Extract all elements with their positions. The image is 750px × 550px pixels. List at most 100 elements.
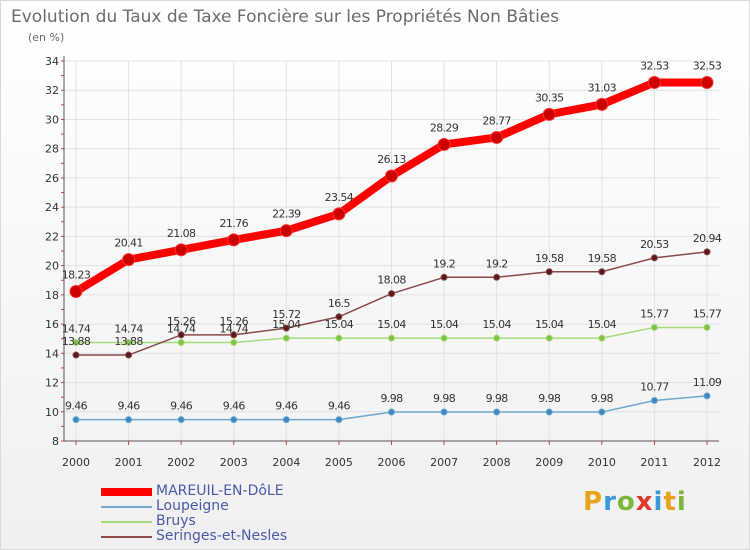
x-tick-label: 2007 (430, 456, 458, 469)
data-label: 13.88 (114, 335, 143, 348)
data-label: 9.98 (591, 392, 614, 405)
data-label: 15.04 (325, 318, 354, 331)
data-label: 9.46 (275, 400, 298, 413)
data-point (493, 334, 501, 342)
data-point (230, 416, 238, 424)
data-point (72, 351, 80, 359)
data-label: 9.46 (170, 400, 193, 413)
data-point (388, 290, 395, 298)
logo-letter: P (583, 487, 604, 517)
x-tick-label: 2012 (693, 456, 721, 469)
legend-item: Loupeigne (101, 498, 361, 515)
data-point (388, 408, 395, 416)
logo-letter: t (663, 487, 677, 517)
data-label: 19.2 (486, 257, 508, 270)
data-label: 10.77 (640, 381, 669, 394)
data-point (125, 351, 133, 359)
data-label: 11.09 (693, 376, 722, 389)
y-tick-label: 10 (45, 406, 59, 419)
data-point (174, 243, 188, 257)
data-point (122, 253, 136, 267)
y-tick-label: 28 (45, 143, 59, 156)
data-label: 16.5 (328, 297, 351, 310)
data-point (490, 130, 504, 144)
data-point (493, 273, 501, 281)
data-label: 15.26 (220, 315, 249, 328)
data-label: 21.76 (220, 217, 249, 230)
data-label: 19.58 (588, 252, 617, 265)
data-label: 15.04 (430, 318, 459, 331)
data-point (335, 313, 343, 321)
data-point (177, 331, 185, 339)
data-point (282, 334, 290, 342)
logo-letter: o (616, 487, 636, 517)
data-point (647, 75, 661, 89)
data-point (545, 268, 553, 276)
data-label: 15.72 (272, 308, 301, 321)
data-point (440, 273, 448, 281)
data-point (388, 334, 395, 342)
data-label: 20.94 (693, 232, 722, 245)
data-label: 15.04 (377, 318, 406, 331)
data-point (230, 338, 238, 346)
data-label: 9.98 (380, 392, 403, 405)
data-label: 31.03 (588, 81, 617, 94)
data-point (703, 248, 711, 256)
legend-label: Bruys (156, 513, 196, 529)
data-label: 14.74 (167, 322, 196, 335)
x-tick-label: 2003 (220, 456, 248, 469)
logo-letter: x (635, 487, 654, 517)
data-point (72, 338, 80, 346)
data-label: 15.77 (693, 307, 722, 320)
data-point (700, 75, 714, 89)
data-label: 15.04 (272, 318, 301, 331)
data-label: 9.98 (433, 392, 456, 405)
data-label: 26.13 (377, 153, 406, 166)
legend-swatch (101, 521, 152, 523)
legend-swatch (101, 488, 152, 496)
data-point (650, 323, 658, 331)
data-label: 9.98 (486, 392, 509, 405)
data-point (72, 416, 80, 424)
data-point (545, 408, 553, 416)
data-point (650, 397, 658, 405)
x-tick-label: 2005 (325, 456, 353, 469)
data-label: 9.46 (118, 400, 141, 413)
data-label: 18.08 (377, 274, 406, 287)
y-tick-label: 16 (45, 318, 59, 331)
data-label: 9.98 (538, 392, 561, 405)
data-point (69, 284, 83, 298)
x-tick-label: 2006 (378, 456, 406, 469)
data-label: 9.46 (223, 400, 246, 413)
data-point (230, 331, 238, 339)
data-label: 19.2 (433, 257, 455, 270)
data-point (282, 324, 290, 332)
data-label: 20.41 (114, 237, 143, 250)
data-point (545, 334, 553, 342)
data-point (598, 408, 606, 416)
x-tick-label: 2008 (483, 456, 511, 469)
legend: MAREUIL-EN-DôLE Loupeigne Bruys Seringes-et… (101, 483, 361, 545)
y-tick-label: 32 (45, 84, 59, 97)
legend-item: MAREUIL-EN-DôLE (101, 483, 361, 500)
data-label: 23.54 (325, 191, 354, 204)
data-label: 28.29 (430, 121, 459, 134)
data-point (125, 338, 133, 346)
data-label: 14.74 (114, 322, 143, 335)
data-point (440, 408, 448, 416)
data-label: 13.88 (62, 335, 91, 348)
data-point (595, 97, 609, 111)
data-point (332, 207, 346, 221)
data-label: 15.04 (535, 318, 564, 331)
data-label: 15.04 (482, 318, 511, 331)
y-tick-label: 18 (45, 289, 59, 302)
legend-label: Loupeigne (156, 498, 229, 514)
data-point (493, 408, 501, 416)
y-tick-label: 26 (45, 172, 59, 185)
data-label: 19.58 (535, 252, 564, 265)
y-tick-label: 12 (45, 377, 59, 390)
y-tick-label: 14 (45, 347, 59, 360)
logo-letter: i (653, 487, 664, 517)
data-point (282, 416, 290, 424)
data-label: 32.53 (693, 59, 722, 72)
